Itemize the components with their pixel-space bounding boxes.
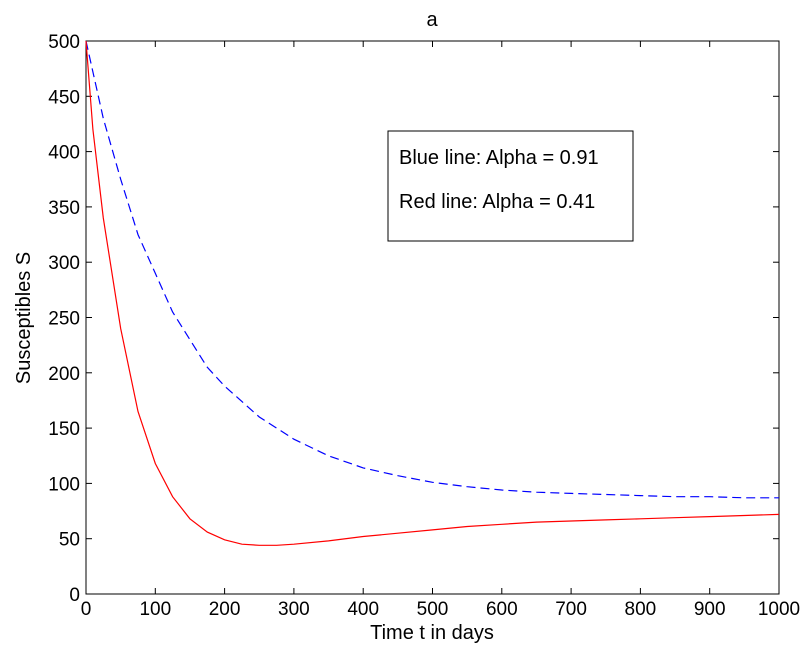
x-axis-label: Time t in days [370, 622, 494, 644]
y-tick-label: 350 [48, 198, 80, 219]
series-layer [85, 40, 780, 546]
y-tick-label: 300 [48, 253, 80, 274]
y-tick-label: 450 [48, 87, 80, 108]
x-tick-label: 200 [209, 599, 241, 620]
x-tick-label: 300 [278, 599, 310, 620]
plot-frame [85, 40, 780, 595]
series-line-blue-dashed [85, 40, 779, 499]
x-tick-labels: 0 100 200 300 400 500 600 700 800 900 1000 [81, 599, 800, 620]
y-tick-label: 150 [48, 419, 80, 440]
y-tick-label: 50 [59, 530, 80, 551]
y-tick-labels: 0 50 100 150 200 250 300 350 400 450 500 [48, 32, 80, 606]
legend-box [387, 130, 634, 242]
y-tick-label: 250 [48, 309, 80, 330]
x-tick-label: 700 [555, 599, 587, 620]
tick-marks [85, 40, 780, 595]
x-tick-label: 600 [486, 599, 518, 620]
chart-title: a [426, 9, 438, 31]
x-tick-label: 0 [81, 599, 92, 620]
x-tick-label: 800 [625, 599, 657, 620]
legend-entry-red: Red line: Alpha = 0.41 [399, 191, 595, 213]
y-tick-label: 100 [48, 474, 80, 495]
x-tick-label: 1000 [758, 599, 800, 620]
legend-entry-blue: Blue line: Alpha = 0.91 [399, 147, 599, 169]
y-axis-label: Susceptibles S [13, 252, 35, 384]
x-tick-label: 500 [417, 599, 449, 620]
y-tick-label: 400 [48, 143, 80, 164]
series-line-red-solid [85, 40, 780, 546]
x-tick-label: 100 [139, 599, 171, 620]
y-tick-label: 500 [48, 32, 80, 53]
y-tick-label: 0 [69, 585, 80, 606]
legend: Blue line: Alpha = 0.91 Red line: Alpha … [387, 130, 634, 242]
x-tick-label: 400 [347, 599, 379, 620]
x-tick-label: 900 [694, 599, 726, 620]
y-tick-label: 200 [48, 364, 80, 385]
